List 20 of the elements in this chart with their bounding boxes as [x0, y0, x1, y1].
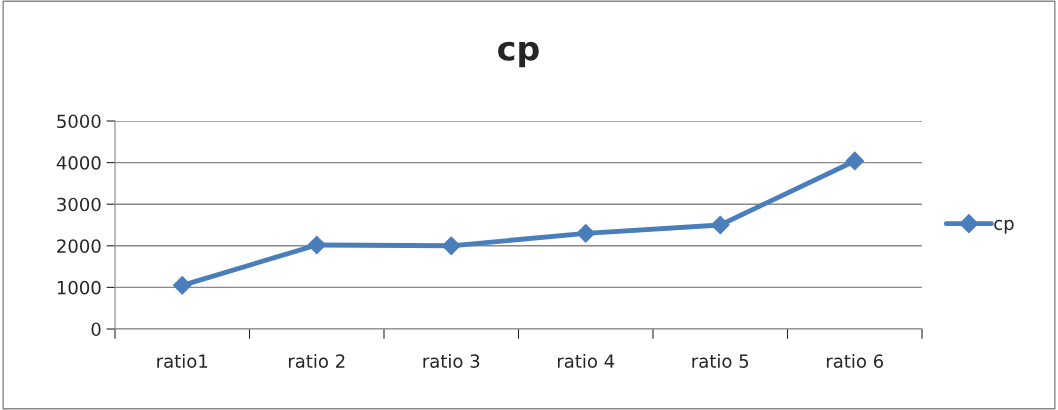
x-tick-label: ratio 6: [826, 353, 884, 368]
y-tick-label: 5000: [57, 114, 101, 129]
y-tick-label: 0: [91, 322, 101, 337]
point: [576, 223, 596, 243]
point: [172, 275, 192, 295]
point: [710, 215, 730, 235]
x-tick-label: ratio1: [157, 353, 208, 368]
chart-title: cp: [498, 41, 539, 68]
x-tick-label: ratio 4: [557, 353, 615, 368]
legend-label: cp: [994, 219, 1014, 234]
point: [307, 235, 327, 255]
y-tick-label: 2000: [57, 239, 101, 253]
point: [845, 151, 865, 171]
x-tick-label: ratio 5: [692, 353, 749, 368]
y-tick-label: 1000: [57, 280, 101, 295]
point: [441, 236, 461, 256]
x-tick-label: ratio 3: [423, 353, 480, 368]
x-tick-label: ratio 2: [288, 353, 345, 368]
y-tick-label: 3000: [57, 197, 101, 212]
y-tick-label: 4000: [56, 156, 101, 170]
